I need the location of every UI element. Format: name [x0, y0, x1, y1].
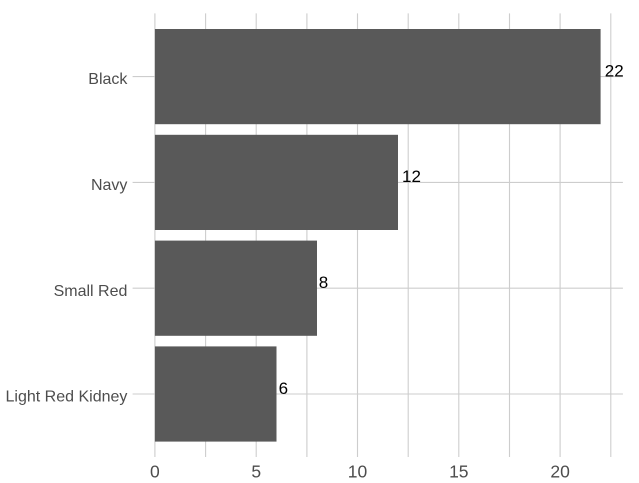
svg-text:15: 15	[449, 461, 468, 481]
svg-text:20: 20	[550, 461, 570, 481]
svg-text:Light Red Kidney: Light Red Kidney	[6, 389, 128, 406]
svg-text:0: 0	[150, 461, 160, 481]
svg-text:Navy: Navy	[91, 177, 127, 194]
svg-text:10: 10	[348, 461, 368, 481]
svg-text:8: 8	[319, 273, 328, 292]
svg-text:12: 12	[402, 167, 421, 186]
svg-text:5: 5	[251, 461, 261, 481]
svg-text:6: 6	[279, 379, 288, 398]
svg-text:22: 22	[605, 61, 624, 80]
svg-text:Black: Black	[88, 71, 128, 88]
svg-text:Small Red: Small Red	[54, 283, 128, 300]
